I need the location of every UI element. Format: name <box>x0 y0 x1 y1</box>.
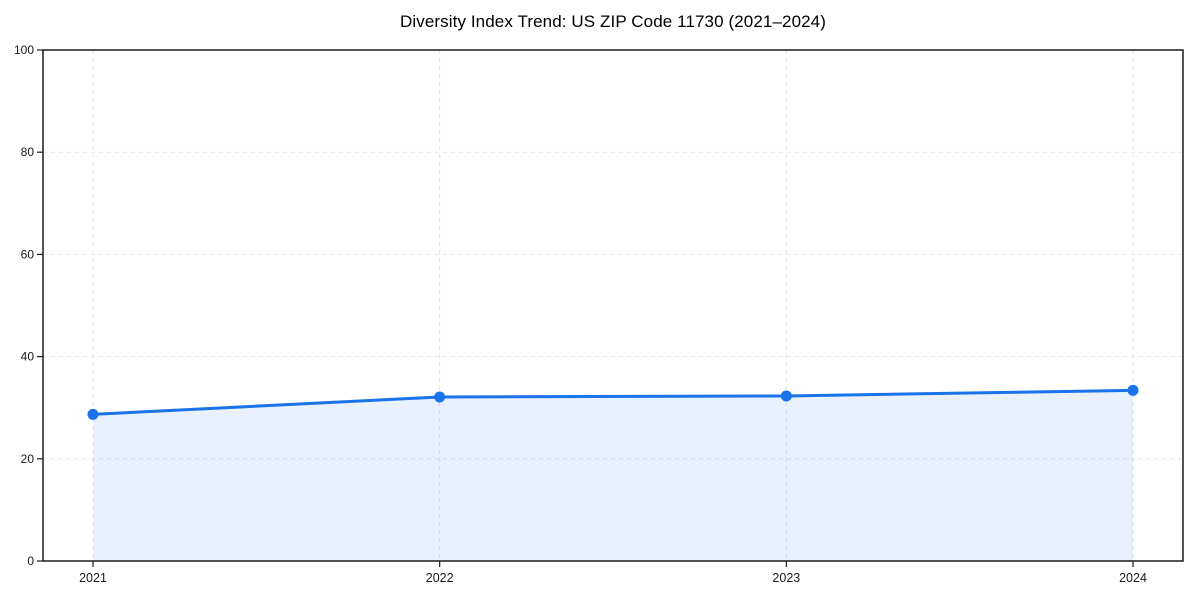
y-axis-tick-label: 100 <box>14 43 34 57</box>
data-point-2024 <box>1127 384 1139 396</box>
data-point-2022 <box>434 391 446 403</box>
y-axis-tick-label: 80 <box>21 145 35 159</box>
y-axis-tick-label: 0 <box>27 554 34 568</box>
trend-line <box>91 388 1135 416</box>
area-fill <box>93 390 1133 561</box>
x-axis-tick-label: 2021 <box>79 571 107 585</box>
x-axis-tick-label: 2024 <box>1119 571 1147 585</box>
data-point-2021 <box>87 408 99 420</box>
y-axis-tick-label: 20 <box>21 452 35 466</box>
y-axis-tick-label: 40 <box>21 350 35 364</box>
chart-title: Diversity Index Trend: US ZIP Code 11730… <box>399 12 827 31</box>
x-axis-tick-label: 2022 <box>426 571 454 585</box>
y-axis-tick-label: 60 <box>21 247 35 261</box>
x-axis-tick-label: 2023 <box>772 571 800 585</box>
plot-border <box>42 49 1184 562</box>
data-point-2023 <box>780 390 792 402</box>
